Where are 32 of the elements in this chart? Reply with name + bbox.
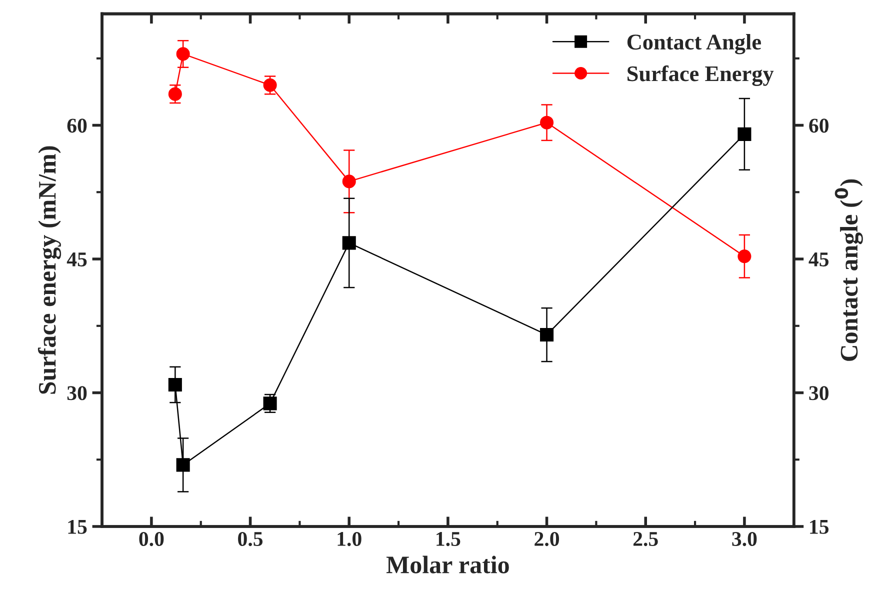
x-axis-title: Molar ratio — [386, 556, 509, 574]
legend-label: Surface Energy — [628, 65, 774, 86]
y2-tick-label: 30 — [809, 386, 828, 400]
x-tick-label: 0.5 — [238, 532, 263, 546]
y2-axis-title: Contact angle ($^{0}$) — [834, 179, 863, 361]
y2-tick-label: 60 — [809, 118, 828, 133]
y-tick-label: 15 — [68, 520, 87, 534]
point — [540, 116, 554, 130]
point — [738, 127, 752, 141]
x-tick-label: 1.5 — [436, 532, 460, 546]
point — [342, 236, 356, 250]
x-tick-label: 2.0 — [534, 532, 560, 546]
point — [168, 87, 182, 101]
x-tick-label: 3.0 — [732, 532, 757, 546]
point — [738, 250, 752, 264]
y-tick-label: 60 — [67, 118, 87, 133]
y2-tick-label: 45 — [808, 252, 829, 266]
x-tick-label: 2.5 — [633, 532, 658, 546]
x-tick-label: 1.0 — [338, 532, 362, 546]
y2-tick-label: 15 — [810, 520, 829, 534]
y-tick-label: 45 — [66, 252, 87, 266]
x-tick-label: 0.0 — [139, 532, 164, 546]
point — [540, 328, 554, 342]
point — [263, 78, 277, 92]
y-tick-label: 30 — [67, 386, 87, 400]
point — [176, 458, 190, 472]
point — [176, 47, 190, 61]
legend-label: Contact Angle — [627, 34, 761, 54]
point — [342, 174, 356, 188]
y-axis-title: Surface energy (mN/m) — [38, 146, 62, 394]
point — [168, 378, 182, 392]
point — [263, 396, 277, 410]
